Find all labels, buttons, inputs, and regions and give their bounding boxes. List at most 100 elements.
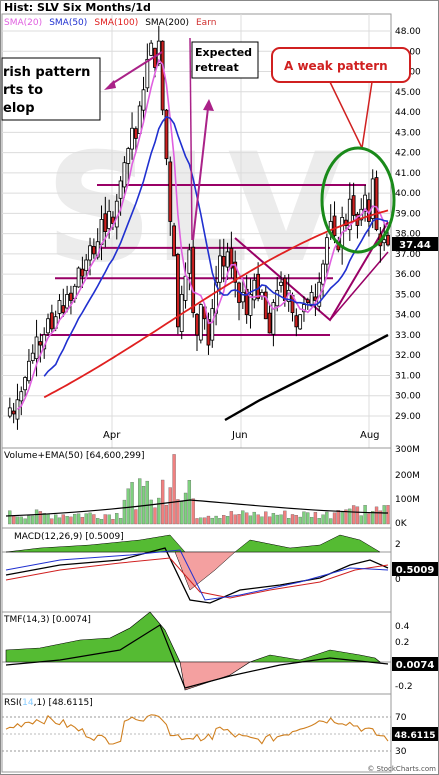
- sma-100-line: [43, 209, 389, 399]
- volume-bar: [260, 516, 264, 525]
- legend-item-sma50: SMA(50): [49, 18, 87, 28]
- volume-bar: [294, 515, 298, 525]
- volume-bar: [191, 498, 195, 525]
- volume-bar: [187, 480, 192, 525]
- candle-body: [107, 210, 112, 229]
- volume-bar: [344, 509, 348, 525]
- volume-bar: [149, 499, 153, 525]
- volume-bar: [233, 514, 237, 525]
- volume-bar: [237, 514, 241, 525]
- price-y-tick: 48.00: [395, 27, 421, 37]
- candle-body: [168, 161, 173, 222]
- candle-body: [84, 259, 89, 272]
- volume-bar: [363, 505, 367, 525]
- candle-body: [19, 391, 24, 402]
- volume-bar: [23, 518, 27, 525]
- macd-last-label: 0.5009: [396, 565, 435, 576]
- volume-bar: [76, 513, 81, 525]
- legend: SMA(20) SMA(50) SMA(100) SMA(200) Earn: [4, 18, 216, 28]
- volume-bar: [371, 511, 375, 525]
- candle-body: [309, 291, 314, 307]
- candle-body: [30, 352, 35, 361]
- tmf-series: [2, 611, 391, 691]
- volume-bar: [245, 512, 249, 525]
- candle-body: [164, 109, 169, 160]
- volume-bar: [157, 497, 161, 525]
- volume-bar: [256, 514, 260, 525]
- volume-bar: [206, 515, 211, 525]
- expected-retreat-box: [191, 41, 259, 79]
- macd-histogram-positive-late: [234, 534, 381, 553]
- retreat-guide-line: [189, 37, 193, 241]
- candle-body: [240, 291, 245, 303]
- candle-body: [175, 254, 180, 328]
- volume-bar: [88, 512, 92, 525]
- candle-body: [88, 245, 92, 261]
- candle-body: [23, 377, 28, 391]
- candle-body: [57, 300, 62, 314]
- volume-bar: [317, 518, 321, 525]
- volume-bar: [31, 515, 35, 525]
- rsi-plot-area: [1, 693, 392, 773]
- candle-body: [248, 294, 253, 316]
- tmf-line: [5, 624, 389, 689]
- rsi-line: [5, 714, 389, 745]
- candle-body: [49, 312, 54, 330]
- price-y-tick: 38.00: [395, 230, 421, 240]
- candle-body: [111, 216, 115, 224]
- price-y-tick: 34.00: [395, 311, 421, 321]
- macd-y-tick: 2: [395, 540, 401, 550]
- volume-bar: [202, 517, 207, 525]
- price-y-tick: 42.00: [395, 149, 421, 159]
- candle-body: [279, 281, 283, 286]
- volume-bar: [50, 518, 54, 525]
- rsi-panel: 705030 RSI(14,1) [48.6115] 48.6115 © Sto…: [1, 693, 438, 773]
- bullish-annotation-line2: rts to: [3, 83, 43, 98]
- weak-pattern-label: A weak pattern: [284, 59, 388, 73]
- macd-signal-line: [5, 557, 389, 599]
- bullish-arrow: [104, 51, 163, 90]
- tmf-area-negative: [179, 661, 252, 691]
- volume-bar: [164, 504, 169, 525]
- volume-bar: [84, 513, 88, 525]
- volume-bar: [386, 505, 390, 525]
- volume-bar: [329, 518, 333, 525]
- candle-body: [149, 42, 154, 56]
- tmf-area-positive-late: [249, 649, 381, 663]
- volume-bar: [160, 479, 165, 525]
- bullish-annotation-line1: rish pattern: [3, 65, 90, 80]
- sma-200-line: [224, 333, 389, 422]
- volume-bar: [57, 517, 62, 525]
- candle-body: [145, 58, 150, 89]
- rsi-last-marker: [392, 727, 438, 741]
- volume-bar: [27, 515, 31, 525]
- candle-body: [103, 213, 108, 233]
- volume-bar: [103, 514, 107, 525]
- candle-body: [27, 360, 31, 382]
- volume-bar: [153, 507, 157, 525]
- macd-label: MACD(12,26,9) [0.5009]: [14, 532, 124, 542]
- volume-bar: [340, 512, 344, 525]
- price-y-tick: 30.00: [395, 392, 421, 402]
- rsi-y-tick: 70: [395, 713, 407, 723]
- volume-bar: [134, 509, 138, 525]
- volume-bar: [252, 511, 256, 525]
- candle-body: [80, 268, 85, 277]
- tmf-area-positive: [5, 611, 181, 663]
- volume-panel: 300M 200M 100M 0K Volume+EMA(50) [64,600,29…: [1, 445, 420, 529]
- macd-series: [2, 534, 391, 604]
- candle-body: [65, 294, 70, 309]
- volume-bar: [118, 518, 123, 525]
- volume-bar: [96, 518, 100, 525]
- candle-body: [263, 291, 268, 320]
- macd-y-axis: 20: [395, 540, 401, 585]
- volume-bar: [264, 511, 268, 525]
- volume-bar: [126, 488, 130, 525]
- macd-y-tick: 0: [395, 575, 401, 585]
- price-y-tick: 45.00: [395, 88, 421, 98]
- volume-bar: [19, 516, 23, 525]
- candle-body: [137, 105, 142, 134]
- candle-body: [347, 198, 352, 231]
- volume-bar: [229, 511, 234, 525]
